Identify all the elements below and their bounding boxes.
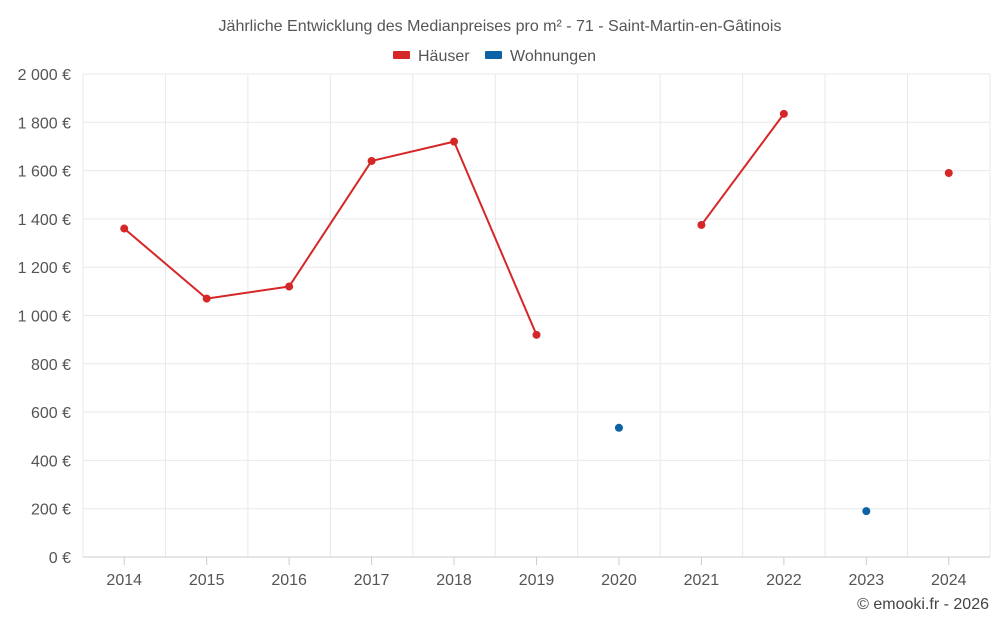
y-tick-label: 800 € xyxy=(31,357,71,374)
legend-swatch-wohnungen xyxy=(485,51,502,59)
y-tick-label: 1 400 € xyxy=(18,212,71,229)
chart-title: Jährliche Entwicklung des Medianpreises … xyxy=(219,18,782,35)
data-point[interactable] xyxy=(945,169,953,177)
credit-text: © emooki.fr - 2026 xyxy=(857,596,989,613)
series-0 xyxy=(120,110,953,339)
x-tick-label: 2022 xyxy=(766,572,802,589)
legend-label-wohnungen: Wohnungen xyxy=(510,48,596,65)
y-tick-label: 1 800 € xyxy=(18,115,71,132)
legend-item-haeuser[interactable]: Häuser xyxy=(393,48,470,65)
y-tick-label: 400 € xyxy=(31,453,71,470)
data-point[interactable] xyxy=(697,221,705,229)
x-tick-label: 2015 xyxy=(189,572,225,589)
x-tick-label: 2016 xyxy=(271,572,307,589)
data-point[interactable] xyxy=(285,283,293,291)
legend: Häuser Wohnungen xyxy=(393,48,596,65)
x-tick-label: 2023 xyxy=(849,572,885,589)
y-tick-label: 1 000 € xyxy=(18,309,71,326)
data-point[interactable] xyxy=(615,424,623,432)
data-point[interactable] xyxy=(533,331,541,339)
x-tick-label: 2024 xyxy=(931,572,967,589)
y-tick-label: 0 € xyxy=(49,550,71,567)
data-point[interactable] xyxy=(368,157,376,165)
y-tick-label: 1 200 € xyxy=(18,260,71,277)
y-tick-label: 1 600 € xyxy=(18,164,71,181)
data-point[interactable] xyxy=(862,507,870,515)
grid xyxy=(83,74,990,557)
x-tick-label: 2017 xyxy=(354,572,390,589)
x-tick-label: 2019 xyxy=(519,572,555,589)
data-point[interactable] xyxy=(780,110,788,118)
y-tick-label: 600 € xyxy=(31,405,71,422)
legend-label-haeuser: Häuser xyxy=(418,48,470,65)
y-tick-label: 200 € xyxy=(31,502,71,519)
x-tick-label: 2020 xyxy=(601,572,637,589)
x-tick-label: 2014 xyxy=(106,572,142,589)
legend-swatch-haeuser xyxy=(393,51,410,59)
data-point[interactable] xyxy=(120,225,128,233)
data-point[interactable] xyxy=(203,295,211,303)
x-tick-label: 2018 xyxy=(436,572,472,589)
x-tick-label: 2021 xyxy=(684,572,720,589)
data-point[interactable] xyxy=(450,138,458,146)
x-axis-ticks: 2014 2015 2016 2017 2018 2019 2020 2021 2022 2023… xyxy=(106,557,966,589)
y-tick-label: 2 000 € xyxy=(18,67,71,84)
legend-item-wohnungen[interactable]: Wohnungen xyxy=(485,48,596,65)
y-axis-ticks: 0 € 200 € 400 € 600 € 800 € 1 000 € 1 200 € 1 4… xyxy=(18,67,71,567)
